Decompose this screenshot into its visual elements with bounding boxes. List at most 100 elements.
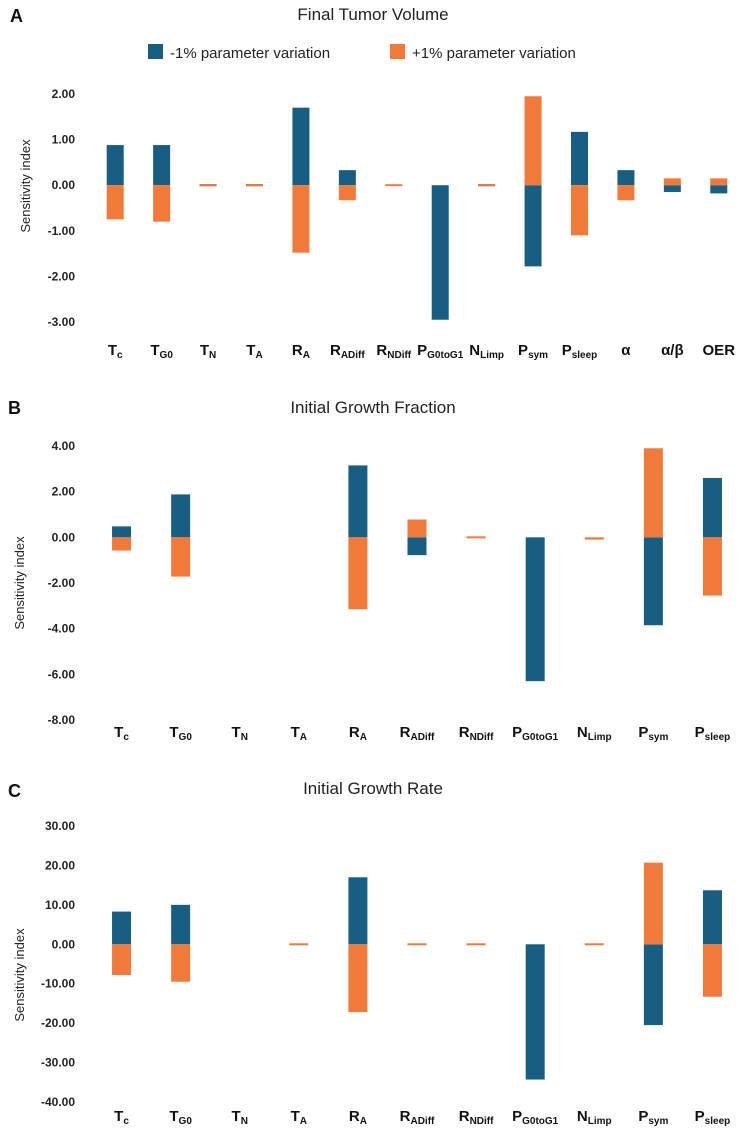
bar-minus-tg0 bbox=[153, 145, 171, 186]
bar-minus-psym bbox=[524, 185, 542, 267]
category-label: TN bbox=[232, 724, 248, 743]
bar-minus-tc bbox=[106, 145, 124, 186]
y-tick-label: -3.00 bbox=[48, 315, 76, 329]
bar-plus-psym bbox=[643, 448, 663, 538]
bar-plus-radiff bbox=[407, 519, 427, 538]
category-label: TA bbox=[246, 342, 262, 361]
bar-plus-tg0 bbox=[171, 537, 191, 577]
panel-a: A Final Tumor Volume -1% parameter varia… bbox=[10, 5, 735, 361]
category-label: TG0 bbox=[169, 1108, 192, 1127]
category-label: α/β bbox=[661, 342, 684, 359]
bar-plus-nlimp bbox=[584, 943, 604, 946]
category-label: Tc bbox=[114, 1108, 129, 1127]
y-tick-label: 0.00 bbox=[52, 530, 76, 544]
bar-minus-radiff bbox=[338, 170, 356, 186]
category-label: RADiff bbox=[400, 1108, 435, 1127]
bar-minus-ra bbox=[292, 107, 310, 186]
bar-minus-psleep bbox=[702, 477, 722, 538]
legend-label-plus: +1% parameter variation bbox=[412, 45, 576, 62]
bar-plus-rndiff bbox=[466, 536, 486, 539]
legend-swatch-minus bbox=[148, 44, 163, 59]
category-label: RNDiff bbox=[459, 724, 494, 743]
category-label: NLimp bbox=[577, 724, 612, 743]
y-tick-label: -8.00 bbox=[48, 713, 76, 727]
y-tick-label: -2.00 bbox=[48, 576, 76, 590]
bar-minus-psleep bbox=[571, 131, 588, 186]
category-label: Tc bbox=[114, 724, 129, 743]
bar-minus-pg0tog1 bbox=[431, 185, 449, 320]
bar-plus-radiff bbox=[338, 185, 356, 201]
category-label: Psym bbox=[638, 1108, 668, 1127]
bar-plus-psleep bbox=[702, 944, 722, 997]
bar-minus-pg0tog1 bbox=[525, 537, 545, 682]
bar-plus-α bbox=[663, 178, 681, 186]
bar-plus-psym bbox=[524, 96, 542, 186]
bar-plus-tn bbox=[199, 184, 217, 187]
bar-plus-tc bbox=[106, 185, 124, 220]
bar-plus-rndiff bbox=[466, 943, 486, 946]
category-label: TA bbox=[291, 724, 307, 743]
bar-minus-psym bbox=[643, 944, 663, 1026]
panel-a-chart: 2.00 1.00 0.00 -1.00 -2.00 -3.00 Tc TG0 TN TA RA RA… bbox=[48, 87, 736, 361]
bar-minus-tc bbox=[112, 911, 132, 945]
panel-c-chart: 30.00 20.00 10.00 0.00 -10.00 -20.00 -30.00 -40… bbox=[41, 819, 730, 1127]
bar-plus-nlimp bbox=[478, 184, 496, 187]
bar-plus-nlimp bbox=[584, 537, 604, 540]
bar-plus-tg0 bbox=[153, 185, 171, 222]
y-tick-label: 1.00 bbox=[52, 133, 76, 147]
y-tick-label: -20.00 bbox=[41, 1016, 75, 1030]
panel-a-letter: A bbox=[10, 6, 23, 26]
category-label: RNDiff bbox=[459, 1108, 494, 1127]
bar-plus-rndiff bbox=[385, 184, 403, 187]
panel-a-ylabel: Sensitivity index bbox=[18, 139, 33, 233]
category-label: Psleep bbox=[695, 1108, 731, 1127]
bar-minus-tg0 bbox=[171, 494, 191, 538]
category-label: RADiff bbox=[400, 724, 435, 743]
category-label: TN bbox=[200, 342, 216, 361]
panel-a-title: Final Tumor Volume bbox=[297, 5, 448, 24]
panel-c-ylabel: Sensitivity index bbox=[12, 928, 27, 1022]
y-tick-label: 2.00 bbox=[52, 87, 76, 101]
bar-plus-ta bbox=[289, 943, 309, 946]
category-label: NLimp bbox=[577, 1108, 612, 1127]
category-label: RA bbox=[292, 342, 310, 361]
bar-plus-ta bbox=[246, 184, 263, 187]
bar-minus-tg0 bbox=[171, 904, 191, 945]
bar-minus-oer bbox=[710, 185, 728, 194]
y-tick-label: -1.00 bbox=[48, 224, 76, 238]
y-tick-label: 20.00 bbox=[45, 858, 75, 872]
category-label: TN bbox=[232, 1108, 248, 1127]
y-tick-label: 30.00 bbox=[45, 819, 75, 833]
category-label: Tc bbox=[108, 342, 123, 361]
y-tick-label: -2.00 bbox=[48, 269, 76, 283]
category-label: TG0 bbox=[169, 724, 192, 743]
panel-b-ylabel: Sensitivity index bbox=[12, 536, 27, 630]
bar-plus-ra bbox=[348, 944, 368, 1013]
y-tick-label: 0.00 bbox=[52, 178, 76, 192]
bar-plus-psleep bbox=[702, 537, 722, 596]
panel-b-title: Initial Growth Fraction bbox=[290, 398, 455, 417]
category-label: PG0toG1 bbox=[512, 1108, 559, 1127]
panel-b-chart: 4.00 2.00 0.00 -2.00 -4.00 -6.00 -8.00 Tc TG0 TN T… bbox=[48, 439, 731, 743]
category-label: RA bbox=[349, 724, 367, 743]
bar-plus-psleep bbox=[571, 185, 588, 236]
panel-c-title: Initial Growth Rate bbox=[303, 779, 443, 798]
bar-minus-tc bbox=[112, 526, 132, 538]
y-tick-label: 4.00 bbox=[52, 439, 76, 453]
category-label: RADiff bbox=[330, 342, 365, 361]
bar-minus-ra bbox=[348, 465, 368, 538]
category-label: Psleep bbox=[562, 342, 598, 361]
category-label: α bbox=[621, 342, 631, 359]
category-label: Psym bbox=[638, 724, 668, 743]
y-tick-label: 2.00 bbox=[52, 485, 76, 499]
category-label: RA bbox=[349, 1108, 367, 1127]
bar-plus-radiff bbox=[407, 943, 427, 946]
y-tick-label: -30.00 bbox=[41, 1056, 75, 1070]
category-label: PG0toG1 bbox=[512, 724, 559, 743]
legend-swatch-plus bbox=[390, 44, 405, 59]
category-label: TG0 bbox=[150, 342, 173, 361]
bar-minus-radiff bbox=[407, 537, 427, 556]
y-tick-label: -40.00 bbox=[41, 1095, 75, 1109]
legend-label-minus: -1% parameter variation bbox=[170, 45, 330, 62]
category-label: PG0toG1 bbox=[417, 342, 464, 361]
